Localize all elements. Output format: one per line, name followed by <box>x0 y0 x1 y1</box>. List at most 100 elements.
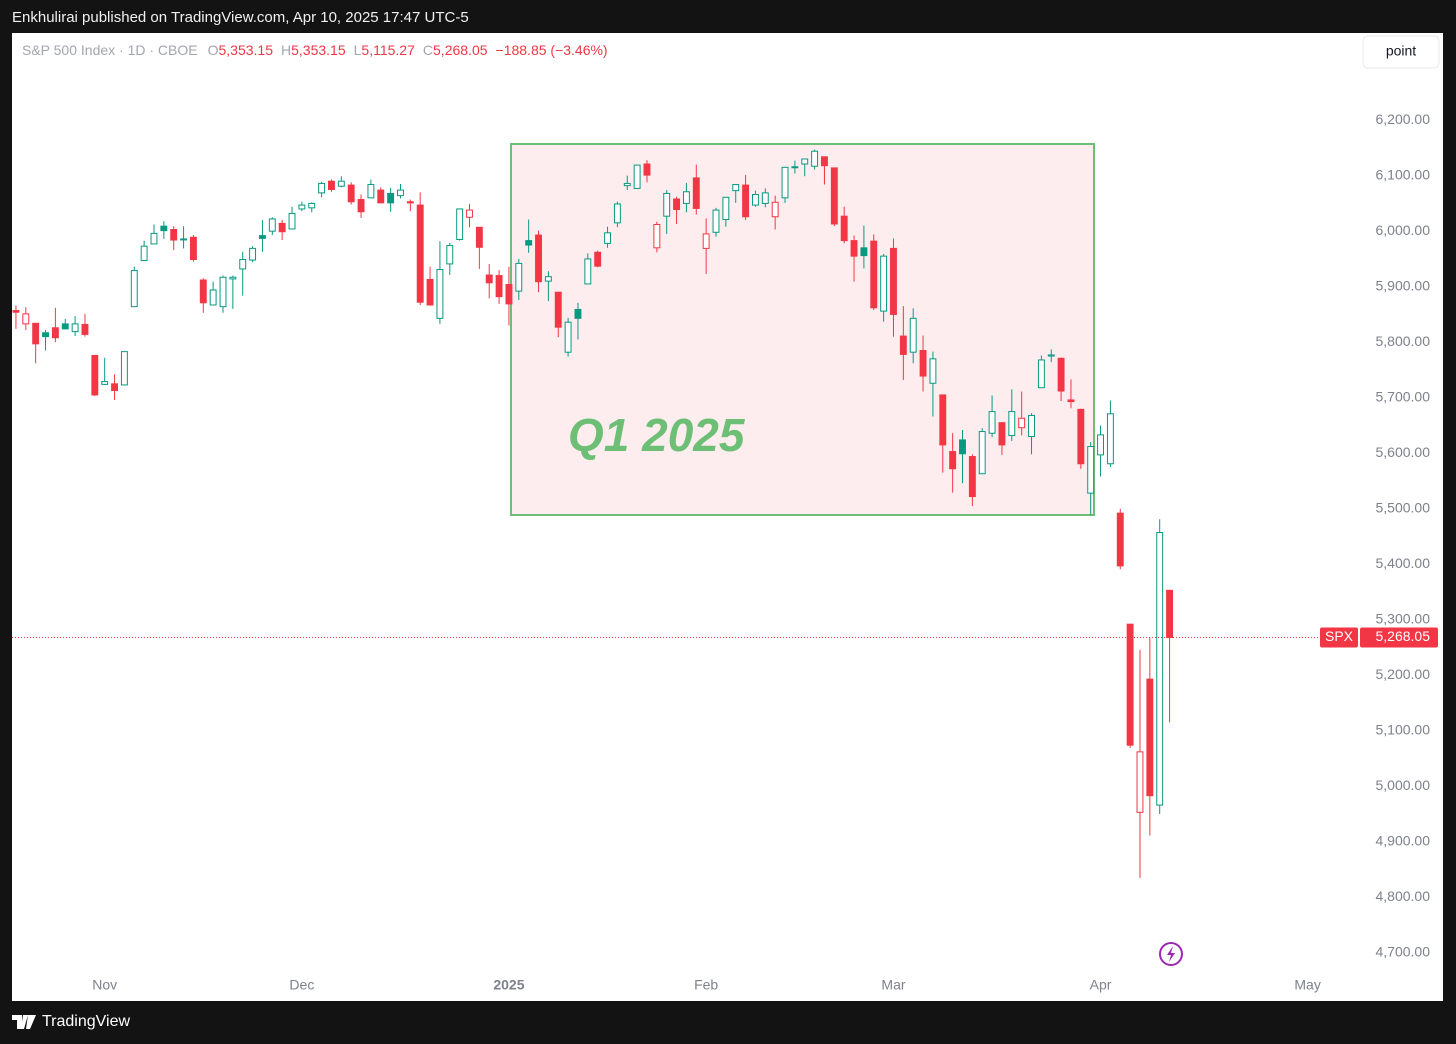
candle-body <box>328 180 335 191</box>
y-tick-label: 6,200.00 <box>1376 111 1431 127</box>
candle-body <box>850 240 858 257</box>
candle-body <box>722 196 730 221</box>
candle-body <box>466 209 473 218</box>
candle-body <box>554 291 562 328</box>
candle-body <box>939 394 947 446</box>
candle-body <box>258 235 266 239</box>
brand-name: TradingView <box>42 1013 131 1030</box>
candle-body <box>821 156 828 167</box>
point-button[interactable] <box>1362 35 1440 69</box>
candle-body <box>584 258 592 285</box>
candle-body <box>347 184 355 203</box>
candle-body <box>387 192 395 204</box>
candle-body <box>1106 413 1114 465</box>
x-tick-label: Feb <box>694 977 718 993</box>
candle-body <box>840 215 848 242</box>
x-tick-label: Mar <box>881 977 905 993</box>
candle-body <box>71 323 79 333</box>
legend-change: −188.85 (−3.46%) <box>496 42 608 58</box>
candle-body <box>1136 751 1144 813</box>
candle-body <box>830 167 838 225</box>
candle-body <box>673 198 681 211</box>
candle-body <box>899 335 907 355</box>
candle-body <box>209 289 217 306</box>
candle-body <box>909 317 917 353</box>
y-tick-label: 6,000.00 <box>1376 222 1431 238</box>
candle-body <box>811 150 819 167</box>
candle-body <box>1116 512 1124 567</box>
candle-body <box>298 204 306 210</box>
candle-body <box>633 164 641 189</box>
candle-body <box>268 218 276 232</box>
legend-value: 5,353.15 <box>219 42 274 58</box>
annotation-label: Q1 2025 <box>568 409 746 461</box>
candle-body <box>101 381 109 385</box>
price-tag <box>1360 627 1438 648</box>
candle-body <box>702 233 710 249</box>
candle-body <box>682 191 690 204</box>
candle-body <box>495 275 503 298</box>
candle-body <box>130 270 138 308</box>
candle-body <box>22 313 30 325</box>
legend-line: S&P 500 Index · 1D · CBOE O5,353.15 H5,353… <box>22 42 608 58</box>
candle-body <box>199 279 207 304</box>
candle-body <box>288 212 296 230</box>
candle-body <box>337 180 345 187</box>
candle-body <box>475 226 483 248</box>
y-tick-label: 4,800.00 <box>1376 888 1431 904</box>
x-tick-label: Dec <box>289 977 314 993</box>
candle-body <box>623 182 631 187</box>
legend-key: C <box>423 42 433 58</box>
candle-body <box>51 327 59 339</box>
candle-body <box>751 194 759 206</box>
candle-body <box>880 255 888 312</box>
candle-body <box>180 238 188 241</box>
y-tick-label: 5,700.00 <box>1376 388 1431 404</box>
candle-body <box>278 222 286 233</box>
candle-body <box>929 358 937 384</box>
x-tick-label: 2025 <box>493 977 524 993</box>
candle-body <box>771 201 779 218</box>
candle-body <box>367 184 375 199</box>
annotation-box <box>510 143 1095 516</box>
chart: point S&P 500 Index · 1D · CBOE O5,353.15… <box>12 33 1443 1001</box>
candle-body <box>485 274 493 284</box>
candle-body <box>535 234 542 283</box>
candle-body <box>692 177 700 209</box>
symbol-info: S&P 500 Index · 1D · CBOE <box>22 42 198 58</box>
candle-body <box>426 278 434 306</box>
brand-logo <box>12 1015 36 1029</box>
candle-body <box>998 422 1006 446</box>
candle-body <box>1126 623 1134 746</box>
y-tick-label: 5,000.00 <box>1376 777 1431 793</box>
price-tag-label: 5,268.05 <box>1376 628 1431 644</box>
x-tick-label: Apr <box>1090 977 1112 993</box>
candle-body <box>12 310 20 313</box>
candle-body <box>1156 532 1164 806</box>
candle-body <box>81 323 89 335</box>
y-tick-label: 4,900.00 <box>1376 832 1431 848</box>
candle-body <box>111 383 118 391</box>
candle-body <box>1097 434 1104 456</box>
candle-body <box>663 192 671 217</box>
candle-body <box>919 350 927 377</box>
publisher-line: Enkhulirai published on TradingView.com,… <box>12 9 469 26</box>
candle-body <box>1018 417 1026 429</box>
candle-body <box>781 166 789 199</box>
candle-body <box>978 431 986 475</box>
candle-body <box>742 184 750 218</box>
candle-body <box>1037 359 1045 389</box>
candle-body <box>1087 446 1095 494</box>
candle-body <box>140 245 148 262</box>
legend-key: H <box>281 42 291 58</box>
candle-body <box>416 204 424 303</box>
point-button-label[interactable]: point <box>1386 43 1416 59</box>
y-tick-label: 6,100.00 <box>1376 166 1431 182</box>
lightning-icon[interactable] <box>1159 942 1183 966</box>
legend: S&P 500 Index · 1D · CBOE O5,353.15 H5,353… <box>22 42 608 58</box>
candle-body <box>1166 589 1174 638</box>
candle-body <box>613 203 621 224</box>
candle-body <box>357 199 365 213</box>
x-tick-label: Nov <box>92 977 117 993</box>
